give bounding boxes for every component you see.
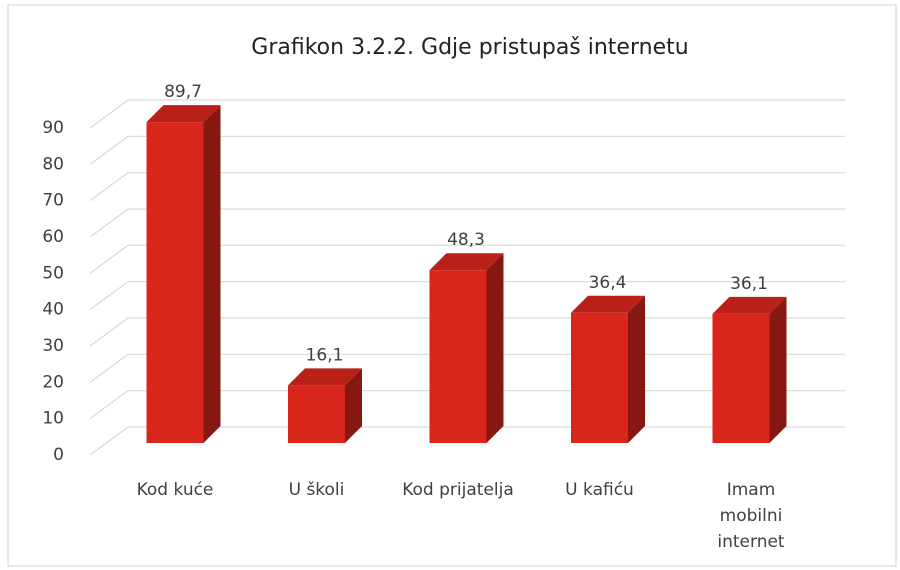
y-tick-label: 10 [42,409,64,429]
bar-top [146,105,221,123]
bar-front [712,313,770,443]
bar-side [769,296,787,443]
bar-top [429,253,504,271]
y-tick-label: 80 [42,154,64,174]
grid-line [89,244,845,274]
bar [288,368,362,443]
data-label: 36,1 [730,274,768,294]
bar-front [146,122,204,443]
x-tick-label: Kod kuće [137,480,214,500]
bar [429,253,504,443]
bar-side [345,368,362,443]
data-label: 36,4 [589,273,627,293]
bar-side [628,295,645,443]
x-tick-label: Imam mobilni internet [717,480,785,552]
bar [146,105,221,443]
y-tick-label: 0 [53,445,64,465]
y-tick-label: 50 [42,263,64,283]
data-label: 48,3 [447,230,485,250]
bar-side [486,253,504,443]
data-label: 89,7 [164,82,202,102]
bar-top [288,368,362,386]
grid-line [89,172,845,202]
y-tick-label: 60 [42,227,64,247]
bar [571,295,645,443]
y-tick-label: 90 [42,118,64,138]
y-tick-label: 70 [42,191,64,211]
y-tick-label: 30 [42,336,64,356]
bar-top [712,296,787,314]
grid-line [89,208,845,238]
x-tick-label: U školi [289,480,345,500]
data-label: 16,1 [306,345,344,365]
grid-line [89,135,845,165]
bar-front [571,312,628,443]
bar-front [288,385,345,443]
grid-line [89,281,845,311]
bar-side [203,105,221,443]
x-tick-label: Kod prijatelja [402,480,514,500]
bar-front [429,270,487,443]
bar [712,296,787,443]
x-tick-label: U kafiću [565,480,634,500]
grid-line [89,99,845,129]
y-tick-label: 40 [42,300,64,320]
y-tick-label: 20 [42,372,64,392]
bar-top [571,295,645,313]
chart-title: Grafikon 3.2.2. Gdje pristupaš internetu [251,35,688,60]
